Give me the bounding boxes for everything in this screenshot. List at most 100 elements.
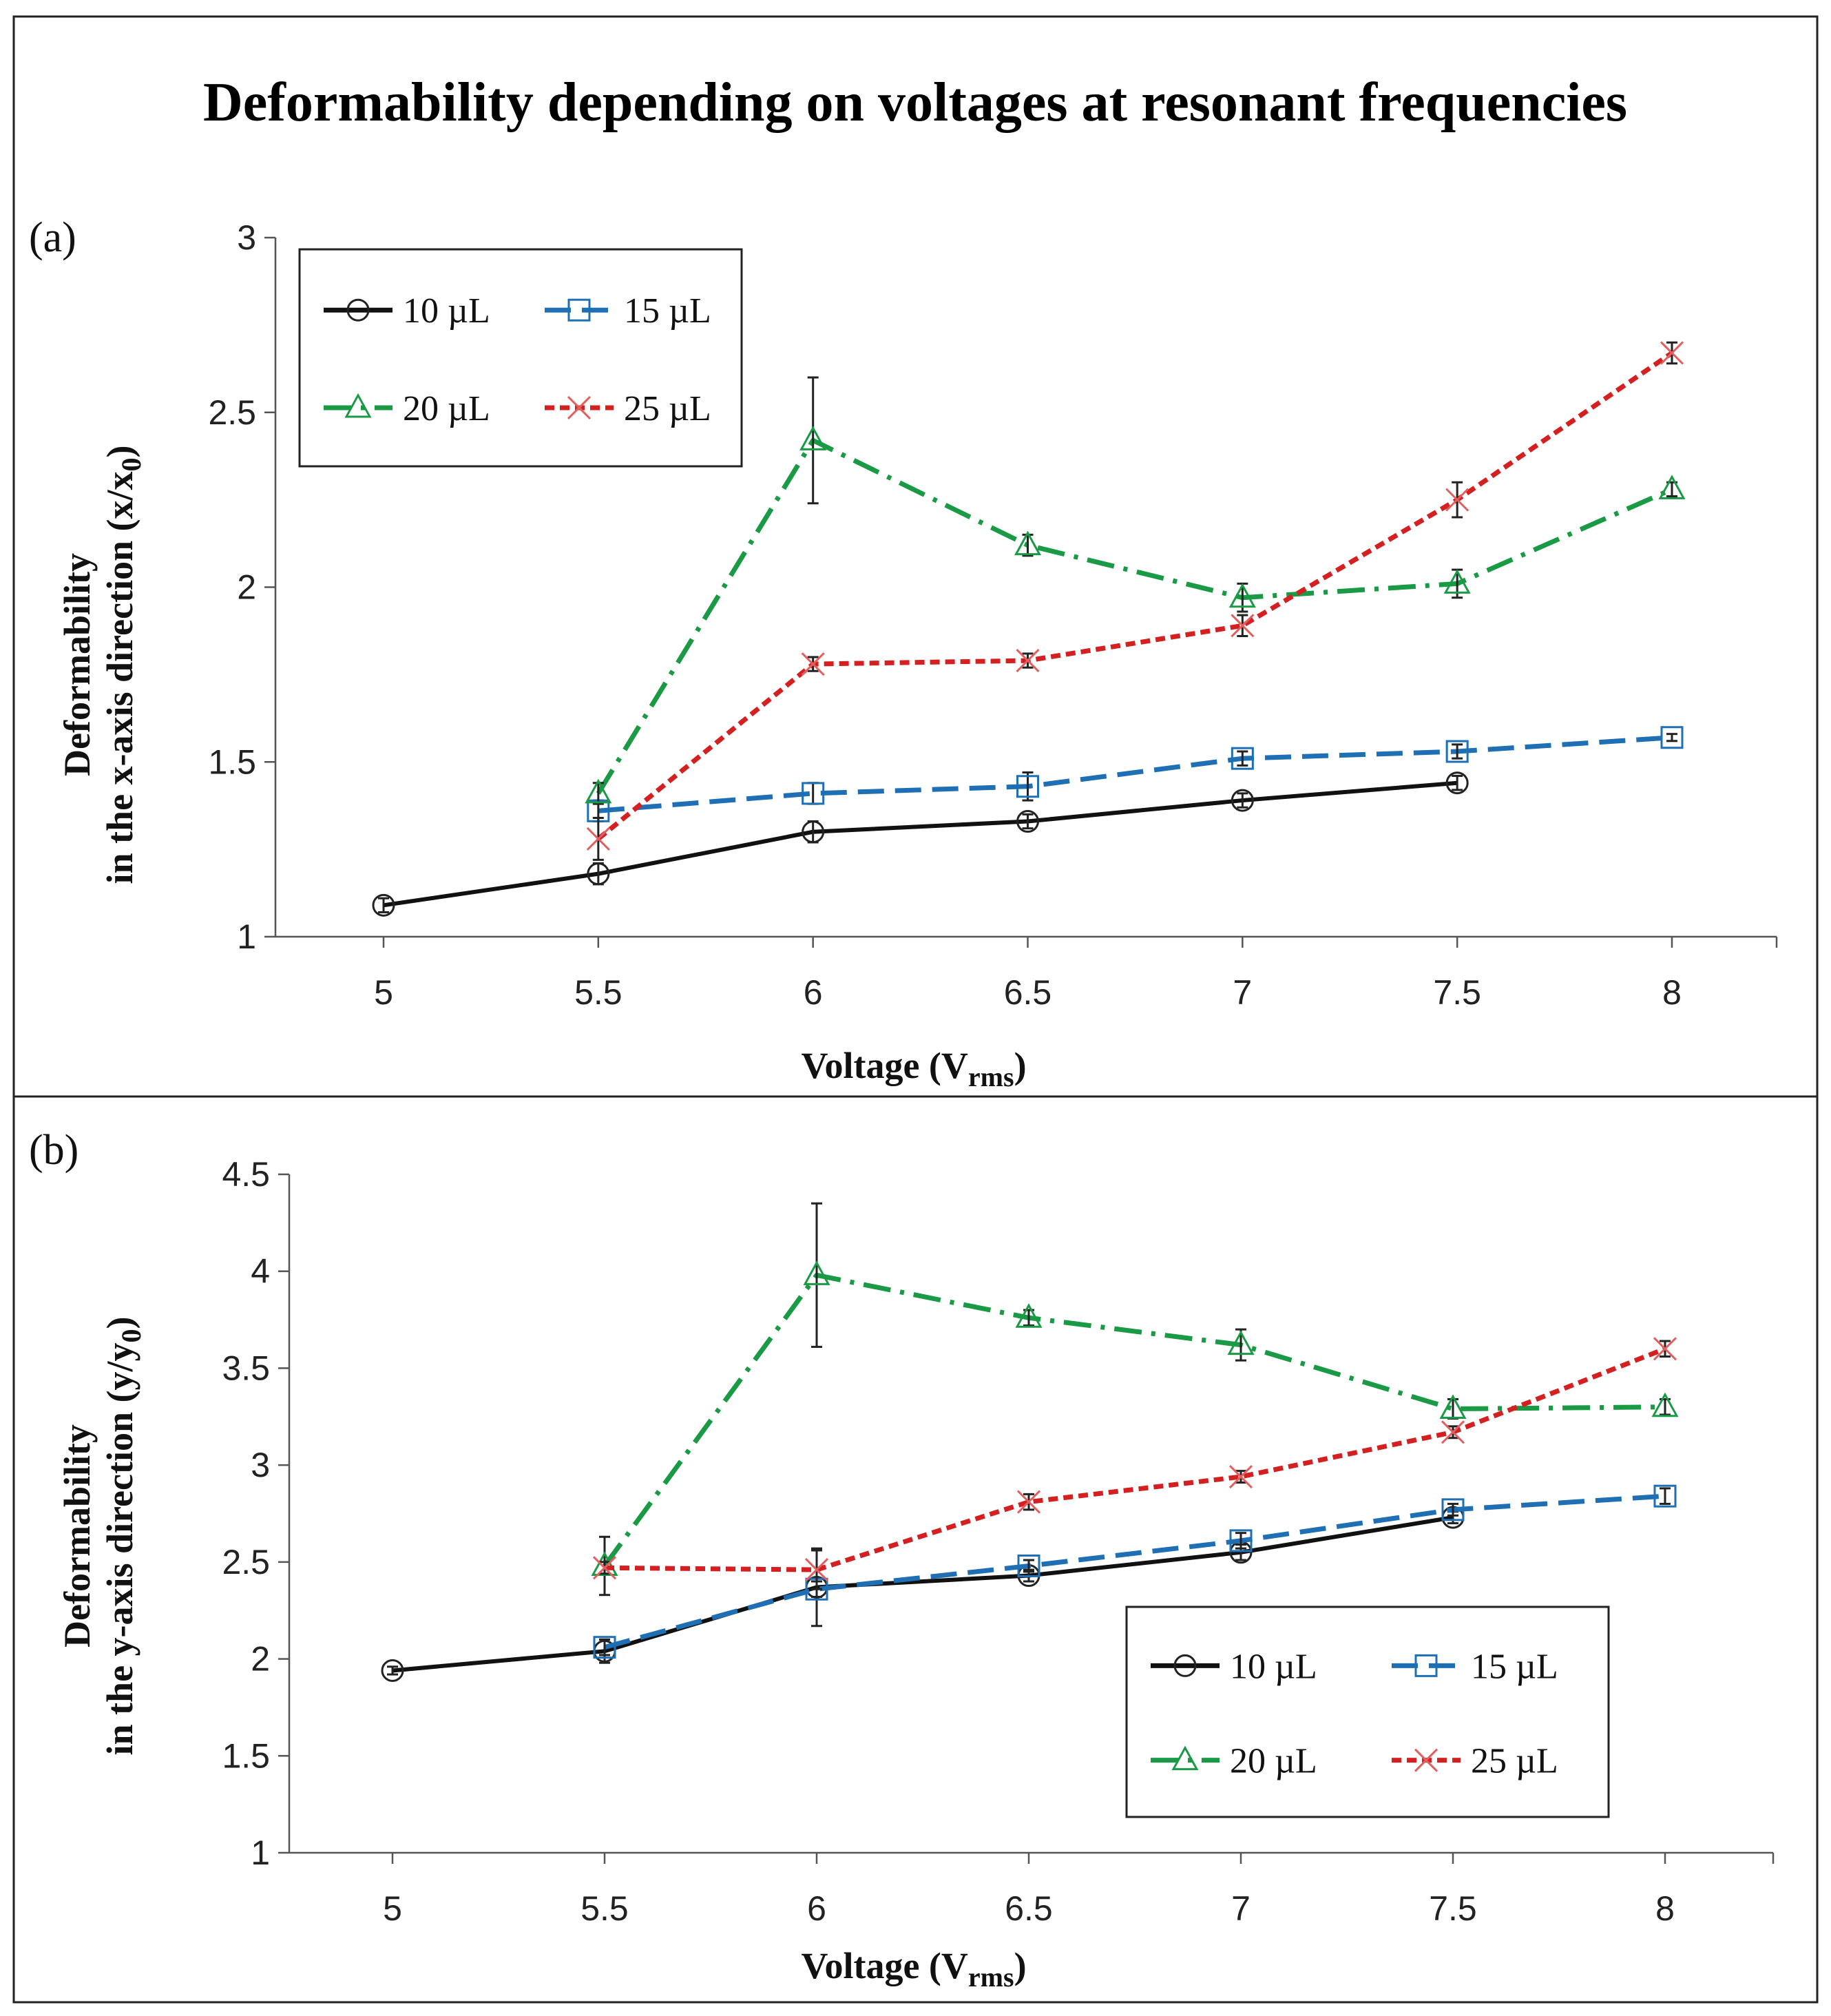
data-point-10uL-a bbox=[1445, 771, 1469, 795]
legend-item-10uL-a: 10 µL bbox=[324, 291, 490, 331]
panel-label-b: (b) bbox=[29, 1127, 79, 1174]
series-line-25uL-a bbox=[596, 351, 1673, 841]
y-axis-title-b-line2: in the y-axis direction (y/y0) bbox=[99, 1317, 147, 1756]
data-point-10uL-a bbox=[1231, 789, 1254, 812]
data-point-15uL-b bbox=[593, 1636, 616, 1659]
y-tick-label-a: 2.5 bbox=[208, 393, 256, 432]
legend-label: 25 µL bbox=[1471, 1742, 1558, 1781]
y-tick-label-b: 4.5 bbox=[222, 1155, 270, 1194]
data-point-20uL-a bbox=[1658, 475, 1686, 499]
x-tick-label-b: 6.5 bbox=[1005, 1889, 1053, 1928]
data-point-25uL-b bbox=[1441, 1420, 1465, 1444]
y-axis-title-a-line2: in the x-axis direction (x/x0) bbox=[99, 446, 147, 884]
error-bar-15uL-b bbox=[1023, 1559, 1034, 1573]
series-line-20uL-b bbox=[603, 1272, 1666, 1568]
data-point-25uL-b bbox=[592, 1556, 617, 1580]
x-tick-label-b: 5 bbox=[383, 1889, 402, 1928]
x-tick-label-b: 7.5 bbox=[1429, 1889, 1477, 1928]
x-tick-label-a: 7.5 bbox=[1433, 973, 1481, 1012]
legend-label: 10 µL bbox=[1230, 1647, 1317, 1686]
data-point-15uL-b bbox=[1017, 1554, 1040, 1577]
y-tick-label-b: 3 bbox=[251, 1446, 270, 1484]
legend-box-b bbox=[1125, 1605, 1610, 1818]
series-10uL-a bbox=[372, 771, 1469, 917]
data-point-20uL-a bbox=[1228, 583, 1256, 608]
data-point-15uL-b bbox=[1229, 1529, 1253, 1552]
legend-label: 15 µL bbox=[624, 291, 711, 331]
y-tick-label-a: 1 bbox=[237, 917, 256, 956]
legend-item-20uL-b: 20 µL bbox=[1151, 1742, 1317, 1781]
data-point-20uL-b bbox=[591, 1551, 618, 1576]
x-tick-label-a: 6.5 bbox=[1004, 973, 1052, 1012]
data-point-20uL-b bbox=[1227, 1330, 1255, 1355]
error-bar-10uL-a bbox=[1237, 792, 1248, 809]
legend-swatch-marker bbox=[344, 393, 372, 418]
legend-label: 25 µL bbox=[624, 389, 711, 428]
data-point-20uL-a bbox=[1014, 530, 1042, 556]
legend-swatch-marker bbox=[1414, 1654, 1438, 1677]
data-point-25uL-a-stroke2 bbox=[1016, 649, 1040, 673]
data-point-15uL-a bbox=[1660, 726, 1684, 749]
data-point-10uL-a bbox=[1016, 810, 1039, 833]
y-tick-label-b: 2 bbox=[251, 1640, 270, 1679]
error-bar-10uL-a bbox=[1022, 813, 1034, 830]
legend-a: 10 µL 15 µL 20 µL 25 µL bbox=[298, 248, 743, 468]
legend-swatch-marker bbox=[567, 395, 592, 420]
legend-item-10uL-b: 10 µL bbox=[1151, 1647, 1317, 1686]
data-point-20uL-b bbox=[1651, 1392, 1679, 1417]
data-point-25uL-b bbox=[1016, 1490, 1041, 1514]
data-point-25uL-a bbox=[1016, 649, 1040, 673]
data-point-15uL-a bbox=[1445, 740, 1469, 763]
data-point-25uL-a bbox=[1660, 341, 1684, 365]
data-point-20uL-a bbox=[585, 778, 612, 804]
series-line-15uL-b bbox=[604, 1493, 1666, 1650]
legend-swatch-marker bbox=[567, 298, 591, 322]
legend-swatch-marker bbox=[346, 298, 370, 322]
data-point-15uL-b bbox=[1441, 1498, 1465, 1521]
series-line-25uL-b bbox=[604, 1347, 1666, 1572]
legend-box-a bbox=[298, 248, 743, 468]
panel-label-a: (a) bbox=[29, 214, 76, 261]
legend-item-15uL-a: 15 µL bbox=[545, 291, 711, 331]
series-20uL-b bbox=[591, 1202, 1679, 1597]
legend-swatch-marker bbox=[1171, 1745, 1199, 1771]
error-bar-15uL-a bbox=[1237, 750, 1248, 767]
data-point-25uL-a-stroke2 bbox=[1660, 341, 1684, 365]
legend-label: 15 µL bbox=[1471, 1647, 1558, 1686]
y-axis-title-a: Deformability in the x-axis direction (x… bbox=[56, 446, 147, 884]
legend-b: 10 µL 15 µL 20 µL 25 µL bbox=[1125, 1605, 1610, 1818]
series-25uL-a bbox=[586, 341, 1684, 861]
legend-item-25uL-b: 25 µL bbox=[1392, 1742, 1558, 1781]
y-tick-label-b: 2.5 bbox=[222, 1543, 270, 1581]
error-bar-15uL-b bbox=[1660, 1487, 1671, 1505]
x-tick-label-a: 6 bbox=[804, 973, 823, 1012]
y-axis-title-a-line1: Deformability bbox=[56, 553, 98, 776]
series-15uL-b bbox=[593, 1484, 1677, 1659]
x-axis-title-b: Voltage (Vrms) bbox=[801, 1945, 1026, 1993]
y-tick-label-a: 3 bbox=[237, 218, 256, 257]
y-axis-title-b-line1: Deformability bbox=[56, 1424, 98, 1648]
data-point-25uL-a-stroke2 bbox=[1231, 614, 1255, 638]
series-line-10uL-a bbox=[383, 780, 1458, 908]
legend-swatch-marker bbox=[1173, 1654, 1197, 1677]
data-point-10uL-a bbox=[587, 862, 610, 886]
y-tick-label-b: 1 bbox=[251, 1833, 270, 1872]
figure-title: Deformability depending on voltages at r… bbox=[203, 72, 1627, 133]
legend-swatch-marker bbox=[1414, 1748, 1438, 1772]
error-bar-15uL-a bbox=[1666, 733, 1677, 742]
data-point-20uL-a bbox=[1443, 569, 1471, 594]
legend-item-20uL-a: 20 µL bbox=[324, 389, 490, 428]
y-tick-label-b: 1.5 bbox=[222, 1736, 270, 1775]
data-point-25uL-a bbox=[586, 827, 610, 851]
x-tick-label-b: 8 bbox=[1655, 1889, 1675, 1928]
data-point-25uL-b bbox=[1653, 1337, 1677, 1361]
error-bar-10uL-a bbox=[1452, 775, 1463, 791]
data-point-10uL-b bbox=[381, 1659, 404, 1682]
series-line-20uL-a bbox=[596, 437, 1673, 795]
data-point-25uL-a bbox=[801, 652, 825, 676]
y-axis-title-b: Deformability in the y-axis direction (y… bbox=[56, 1317, 147, 1756]
data-point-20uL-b bbox=[1439, 1394, 1467, 1420]
legend-swatch-marker-stroke2 bbox=[1414, 1748, 1438, 1772]
data-point-25uL-a bbox=[1231, 614, 1255, 638]
